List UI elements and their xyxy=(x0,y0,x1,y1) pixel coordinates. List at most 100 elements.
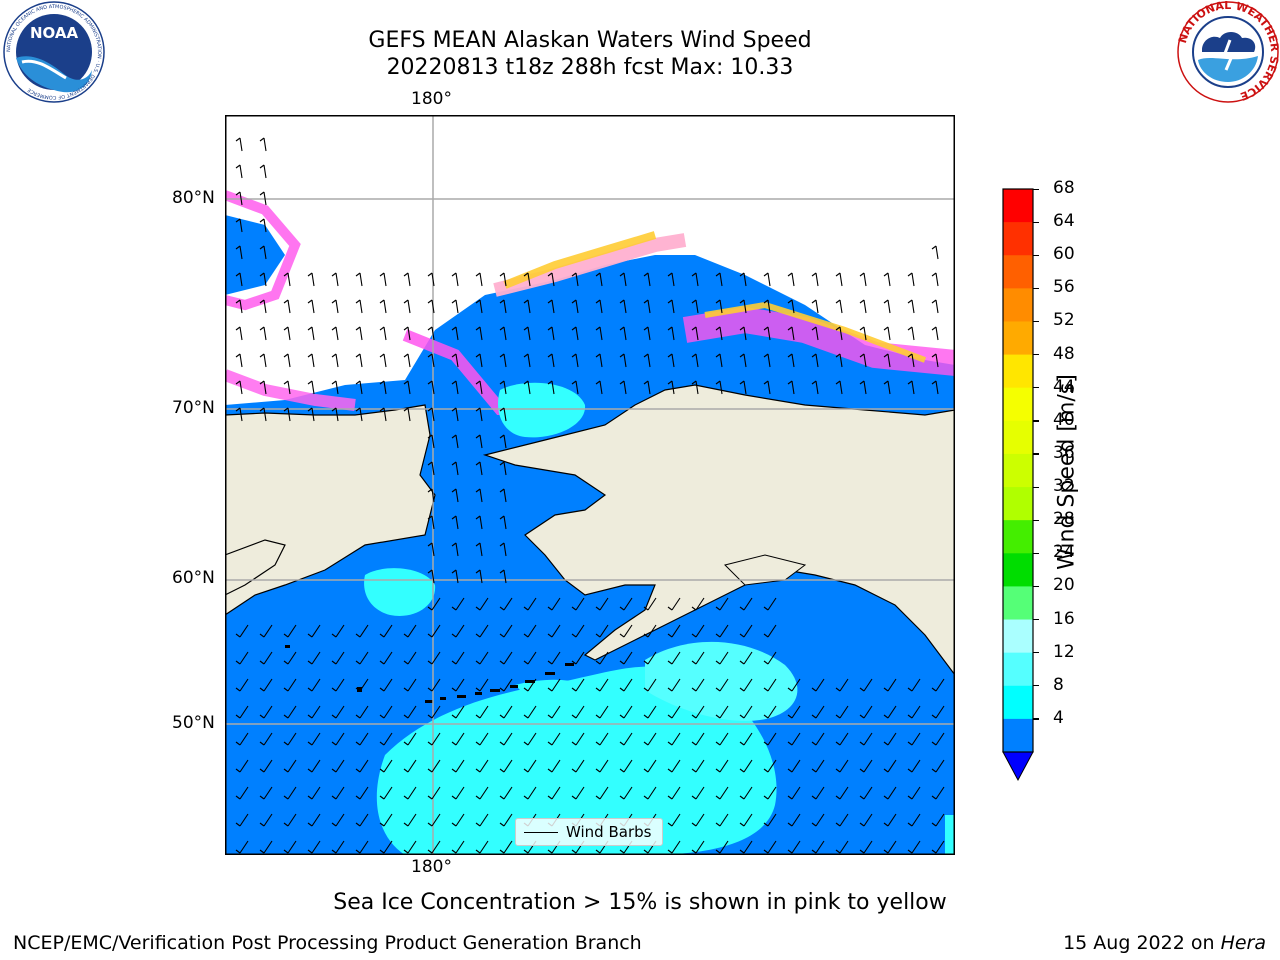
wind-barb xyxy=(715,732,729,746)
wind-barb xyxy=(427,488,435,503)
wind-barb xyxy=(499,461,507,476)
wind-barb xyxy=(427,651,441,665)
wind-barb xyxy=(931,840,945,854)
wind-barb xyxy=(499,786,513,800)
wind-barb xyxy=(451,813,465,827)
wind-barb xyxy=(331,732,345,746)
wind-barb xyxy=(427,272,435,287)
wind-barb xyxy=(259,813,273,827)
wind-barb xyxy=(307,786,321,800)
wind-barb xyxy=(547,732,561,746)
wind-barb xyxy=(787,732,801,746)
wind-barb xyxy=(355,272,363,287)
wind-barb xyxy=(835,678,849,692)
wind-barb xyxy=(811,732,825,746)
footer-left: NCEP/EMC/Verification Post Processing Pr… xyxy=(13,932,642,954)
wind-barb xyxy=(499,407,507,422)
wind-barb xyxy=(571,732,585,746)
wind-barb xyxy=(763,299,771,314)
wind-barb xyxy=(499,759,513,773)
wind-barb xyxy=(763,732,777,746)
wind-barb xyxy=(499,678,513,692)
wind-barb xyxy=(811,380,819,395)
wind-barb xyxy=(259,218,267,233)
wind-barb xyxy=(355,651,369,665)
wind-barb xyxy=(907,786,921,800)
wind-barb xyxy=(475,380,483,395)
wind-barb xyxy=(307,678,321,692)
wind-barb xyxy=(331,380,339,395)
wind-barb xyxy=(523,705,537,719)
wind-barb xyxy=(571,272,579,287)
noaa-logo-text: NOAA xyxy=(30,24,79,42)
wind-barb xyxy=(523,732,537,746)
wind-barb xyxy=(499,840,513,854)
wind-barb xyxy=(451,353,459,368)
wind-barb xyxy=(667,624,681,638)
wind-barb xyxy=(235,759,249,773)
wind-barb xyxy=(715,624,729,638)
wind-barb xyxy=(619,786,633,800)
colorbar-bin xyxy=(1003,652,1033,687)
wind-barbs xyxy=(235,137,945,854)
wind-barb xyxy=(739,786,753,800)
wind-barb xyxy=(691,732,705,746)
wind-barb xyxy=(691,813,705,827)
wind-barb xyxy=(619,759,633,773)
colorbar-tick-label: 36 xyxy=(1053,442,1075,463)
wind-barb xyxy=(811,813,825,827)
wind-barb xyxy=(427,569,435,584)
wind-barb xyxy=(619,624,633,638)
colorbar-bin xyxy=(1003,354,1033,389)
wind-barb xyxy=(715,272,723,287)
wind-barb xyxy=(619,597,633,611)
lat-label-60: 60°N xyxy=(172,568,215,588)
wind-barb xyxy=(499,326,507,341)
wind-barb xyxy=(811,272,819,287)
wind-barb xyxy=(547,678,561,692)
wind-barb xyxy=(307,840,321,854)
wind-barb xyxy=(931,272,939,287)
wind-barb xyxy=(907,759,921,773)
wind-barb xyxy=(907,840,921,854)
colorbar-tick-mark xyxy=(1033,718,1039,720)
wind-area-gulf xyxy=(645,641,798,721)
wind-barb xyxy=(499,705,513,719)
wind-barb xyxy=(643,786,657,800)
colorbar-tick-mark xyxy=(1033,685,1039,687)
colorbar-bin xyxy=(1003,189,1033,223)
colorbar-bin xyxy=(1003,420,1033,455)
colorbar-bin xyxy=(1003,321,1033,356)
wind-barb xyxy=(259,651,273,665)
wind-barb xyxy=(235,407,243,422)
colorbar-tick-mark xyxy=(1033,585,1039,588)
wind-barb xyxy=(739,272,747,287)
wind-barb xyxy=(643,272,651,287)
wind-barb xyxy=(571,678,585,692)
wind-barb xyxy=(235,651,249,665)
wind-barb xyxy=(283,678,297,692)
wind-barb xyxy=(427,840,441,854)
wind-barb xyxy=(283,326,291,341)
wind-barb xyxy=(427,515,435,530)
wind-barb xyxy=(931,759,945,773)
wind-barb xyxy=(259,678,273,692)
colorbar-tick-label: 12 xyxy=(1053,641,1075,662)
wind-barb xyxy=(595,732,609,746)
wind-barb xyxy=(259,759,273,773)
wind-barb xyxy=(259,353,267,368)
wind-barb xyxy=(715,786,729,800)
footer-right: 15 Aug 2022 on Hera xyxy=(1063,932,1266,954)
wind-barb xyxy=(715,326,723,341)
wind-barb xyxy=(331,624,345,638)
wind-barb xyxy=(355,678,369,692)
wind-barb xyxy=(787,840,801,854)
wind-barb xyxy=(931,326,939,341)
colorbar-tick-mark xyxy=(1033,420,1039,422)
wind-barb xyxy=(331,786,345,800)
wind-barb xyxy=(763,759,777,773)
wind-barb xyxy=(547,786,561,800)
wind-barb xyxy=(859,380,867,395)
wind-barb xyxy=(739,380,747,395)
sea-ice-yellow-beaufort xyxy=(704,301,927,363)
